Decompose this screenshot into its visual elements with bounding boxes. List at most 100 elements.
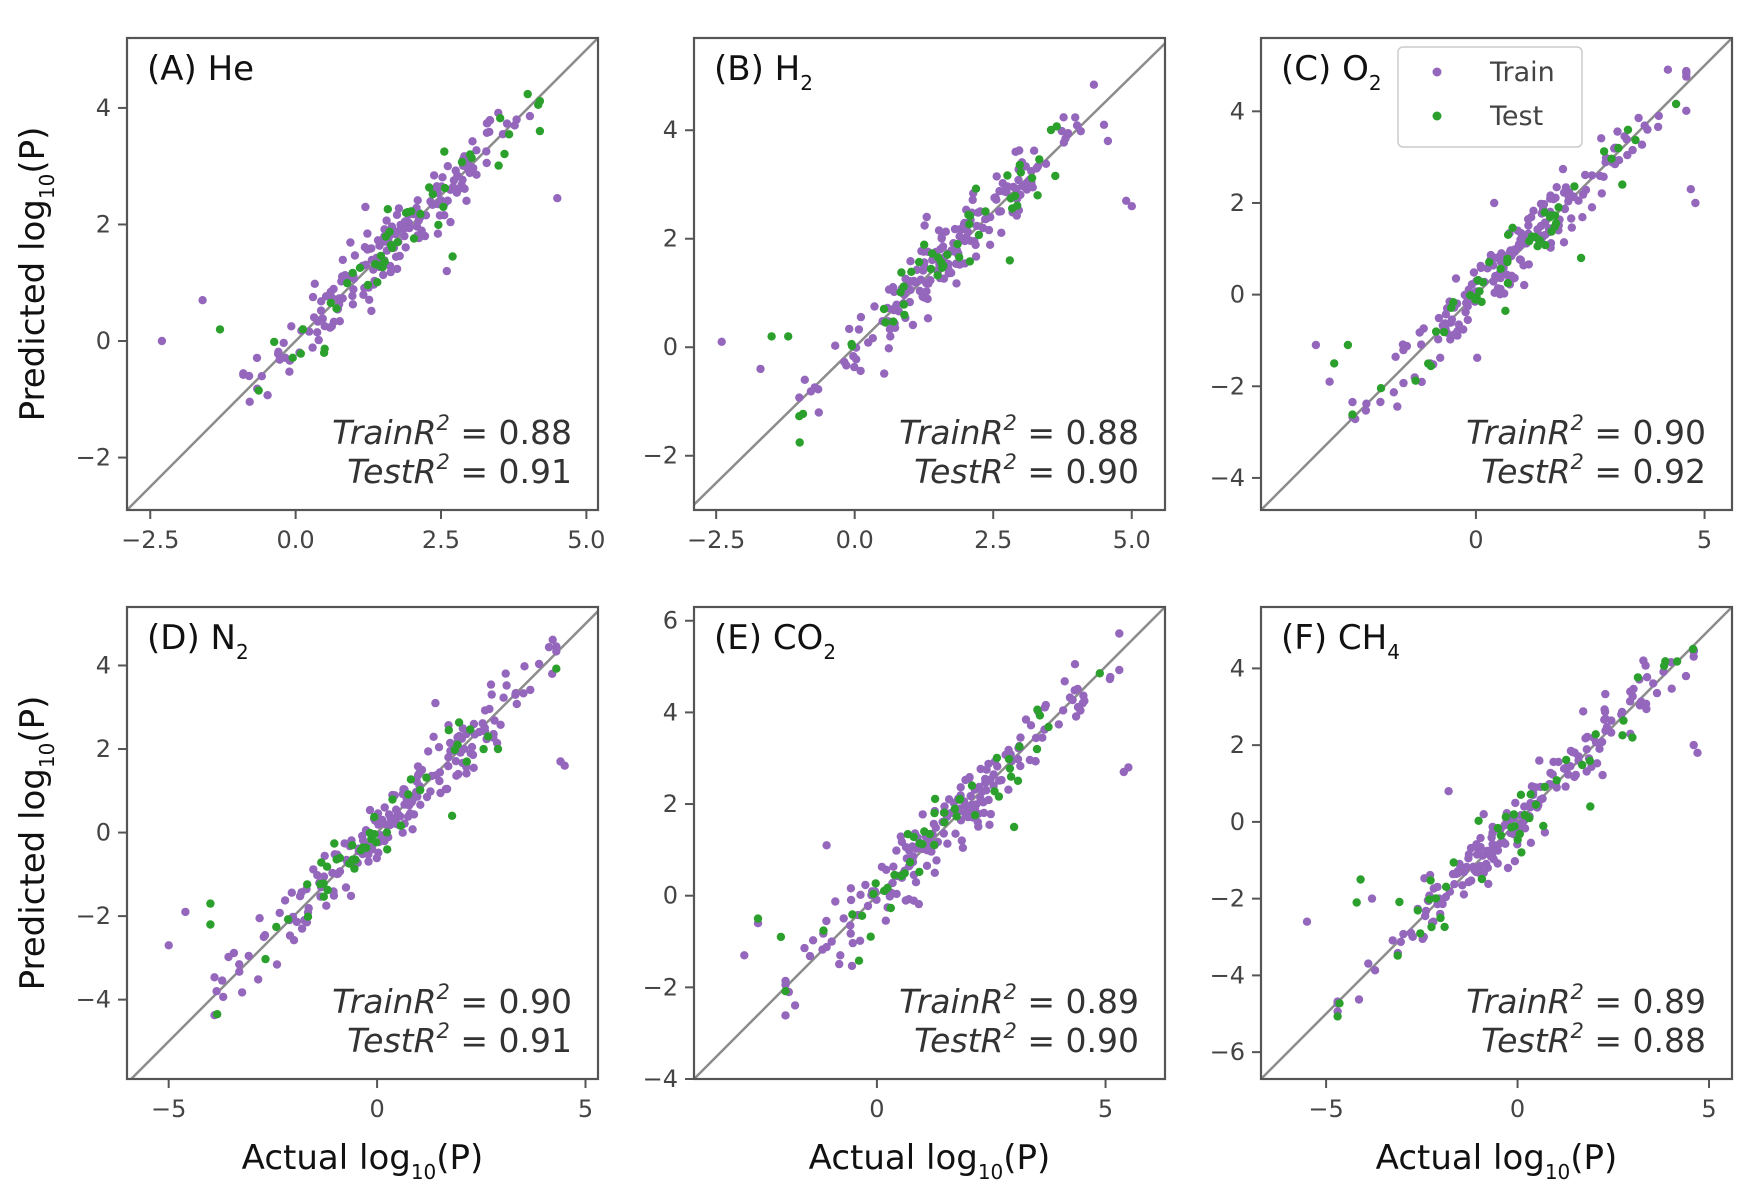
test-point — [1044, 722, 1053, 732]
x-tick-label: −5 — [151, 1095, 186, 1123]
test-point — [883, 883, 892, 893]
test-point — [457, 157, 467, 167]
panel-title: (A) He — [147, 49, 254, 89]
train-point — [932, 856, 941, 865]
test-point — [425, 183, 434, 192]
test-point — [1503, 279, 1513, 288]
test-point — [1591, 730, 1600, 739]
train-point — [280, 896, 290, 905]
train-point — [429, 732, 438, 741]
test-point — [930, 808, 939, 818]
train-r2-label: TrainR2 = 0.88 — [899, 411, 1139, 452]
train-point — [1014, 175, 1023, 185]
train-point — [1520, 802, 1529, 811]
train-point — [974, 822, 983, 831]
test-point — [450, 745, 459, 755]
test-point — [854, 956, 864, 965]
train-point — [1495, 290, 1505, 299]
test-point — [776, 932, 786, 942]
train-point — [318, 314, 327, 323]
train-point — [1628, 145, 1637, 155]
test-r2-label: TestR2 = 0.90 — [914, 1019, 1139, 1060]
test-point — [1503, 230, 1513, 239]
test-point — [348, 268, 357, 278]
test-point — [753, 914, 763, 923]
train-point — [365, 805, 375, 815]
test-point — [416, 209, 425, 219]
test-point — [370, 812, 379, 822]
train-point — [426, 787, 435, 796]
train-point — [434, 743, 444, 752]
train-point — [310, 279, 319, 288]
train-point — [1061, 134, 1070, 143]
train-point — [1510, 857, 1520, 866]
train-point — [1473, 353, 1482, 362]
x-tick-label: 5 — [1701, 1095, 1716, 1123]
test-point — [1016, 168, 1025, 177]
train-point — [419, 231, 429, 240]
train-r2-label: TrainR2 = 0.90 — [332, 980, 572, 1021]
train-point — [526, 685, 535, 695]
train-point — [1399, 345, 1408, 355]
train-point — [929, 819, 938, 829]
train-point — [431, 698, 440, 708]
train-point — [1642, 704, 1651, 714]
train-point — [800, 943, 809, 953]
train-point — [392, 264, 402, 274]
test-point — [1503, 257, 1512, 267]
train-point — [480, 723, 489, 732]
train-point — [1396, 937, 1406, 947]
train-point — [1552, 183, 1561, 192]
train-point — [379, 270, 388, 280]
test-point — [819, 926, 828, 935]
train-point — [1370, 966, 1380, 975]
y-tick-label: 2 — [96, 210, 111, 238]
train-point — [740, 951, 749, 960]
train-point — [1686, 185, 1696, 194]
test-point — [1672, 657, 1682, 666]
train-point — [908, 320, 918, 330]
train-point — [235, 967, 244, 976]
test-point — [448, 252, 457, 261]
train-point — [1571, 770, 1581, 780]
train-point — [1099, 120, 1109, 129]
test-point — [404, 790, 413, 799]
test-point — [363, 280, 373, 290]
test-point — [1004, 754, 1014, 764]
test-point — [1552, 776, 1561, 785]
test-point — [323, 885, 332, 895]
train-point — [1071, 712, 1081, 721]
panel-0: −2.5 0.0 2.5 5.0 −2 0 2 4 (A) He TrainR2 = 0.88Te… — [76, 36, 605, 554]
train-point — [235, 960, 244, 969]
train-point — [999, 186, 1009, 195]
y-tick-label: 0 — [1230, 281, 1245, 309]
test-point — [907, 267, 916, 276]
test-point — [296, 349, 305, 358]
train-point — [346, 891, 356, 901]
train-point — [1483, 846, 1492, 856]
test-point — [933, 271, 942, 280]
train-point — [1560, 204, 1570, 214]
train-point — [444, 753, 453, 762]
test-r2-label: TestR2 = 0.90 — [914, 450, 1139, 491]
x-tick-label: 2.5 — [422, 526, 460, 554]
train-point — [1527, 213, 1536, 222]
train-point — [966, 791, 975, 801]
train-point — [806, 387, 816, 396]
test-point — [386, 240, 396, 250]
train-point — [454, 769, 463, 779]
test-point — [926, 264, 936, 274]
train-point — [364, 857, 373, 866]
train-point — [212, 987, 221, 996]
x-tick-label: 5 — [578, 1095, 593, 1123]
train-point — [1476, 842, 1485, 852]
test-point — [1508, 223, 1517, 232]
test-point — [992, 753, 1002, 763]
test-point — [215, 325, 225, 334]
test-point — [970, 811, 980, 820]
test-point — [439, 202, 448, 212]
test-point — [1440, 922, 1449, 932]
train-point — [260, 931, 270, 940]
test-r2-label: TestR2 = 0.91 — [347, 1019, 572, 1060]
train-point — [937, 234, 946, 243]
